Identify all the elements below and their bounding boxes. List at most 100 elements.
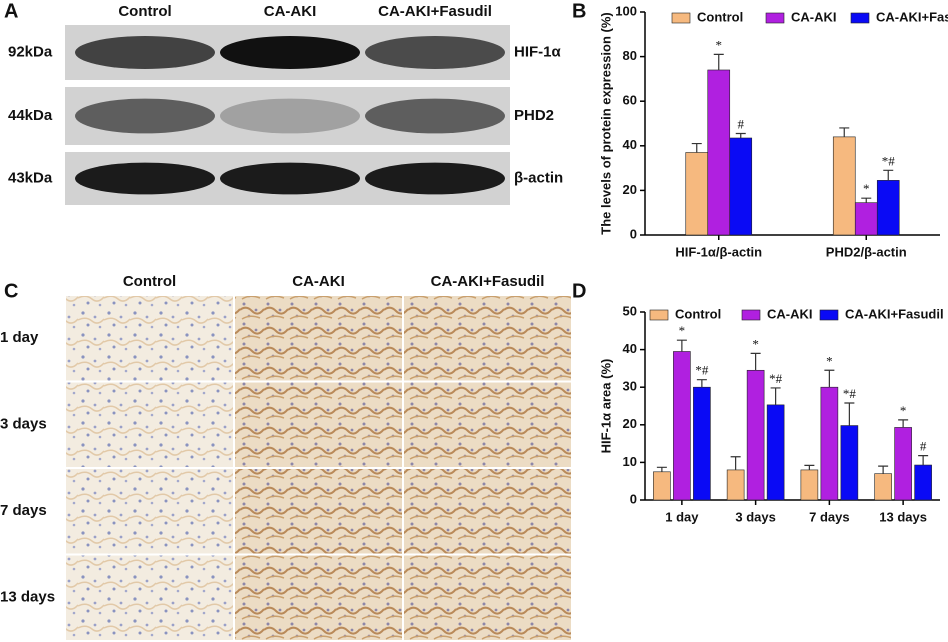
ihc-texture: [66, 469, 233, 554]
panel-label: B: [572, 0, 586, 22]
error-bar: [878, 465, 889, 474]
error-bar: [750, 352, 761, 371]
y-tick-label: 30: [623, 379, 637, 394]
legend-swatch: [649, 309, 669, 321]
x-tick-label: HIF-1α/β-actin: [675, 244, 762, 259]
blot-band: [220, 162, 360, 195]
ihc-texture: [235, 296, 402, 381]
bar: [840, 425, 859, 501]
y-tick-label: 20: [623, 182, 637, 197]
error-bar: [735, 132, 746, 138]
ihc-column-label: CA-AKI: [292, 273, 345, 290]
significance-label: *: [826, 353, 833, 368]
bar: [832, 136, 856, 236]
y-tick-label: 0: [630, 491, 637, 506]
blot-size-label: 44kDa: [8, 107, 53, 124]
y-axis-label: The levels of protein expression (%): [598, 12, 613, 235]
legend-label: CA-AKI: [791, 9, 837, 24]
y-axis-label: HIF-1α area (%): [598, 359, 613, 454]
legend-swatch: [671, 12, 691, 24]
significance-label: *#: [769, 371, 783, 386]
blot-protein-label: PHD2: [514, 107, 554, 124]
error-bar: [770, 387, 781, 405]
significance-label: #: [920, 439, 927, 454]
y-tick-label: 0: [630, 226, 637, 241]
blot-size-label: 43kDa: [8, 169, 53, 186]
blot-band: [75, 98, 215, 134]
bar: [766, 404, 785, 501]
bar: [854, 202, 878, 236]
y-tick-label: 60: [623, 93, 637, 108]
bar: [685, 152, 709, 236]
bar: [874, 473, 892, 501]
ihc-column-label: CA-AKI+Fasudil: [431, 273, 545, 290]
bar: [746, 369, 765, 501]
significance-label: *: [752, 336, 759, 351]
error-bar: [676, 339, 687, 352]
blot-band: [220, 36, 360, 69]
ihc-texture: [404, 382, 571, 467]
y-tick-label: 100: [615, 3, 637, 18]
ihc-texture: [66, 382, 233, 467]
ihc-texture: [235, 555, 402, 640]
panel-label: A: [4, 0, 18, 22]
legend-label: Control: [675, 306, 721, 321]
bar: [820, 386, 839, 501]
error-bar: [861, 197, 872, 203]
blot-band: [75, 36, 215, 69]
significance-label: *: [863, 181, 870, 196]
error-bar: [713, 53, 724, 70]
legend-label: CA-AKI+Fasudil: [876, 9, 948, 24]
error-bar: [918, 455, 929, 466]
bar: [876, 180, 900, 236]
bar: [914, 464, 932, 501]
blot-band: [365, 36, 505, 69]
error-bar: [883, 169, 894, 181]
error-bar: [730, 456, 741, 470]
legend-swatch: [850, 12, 870, 24]
ihc-texture: [66, 555, 233, 640]
error-bar: [696, 379, 707, 388]
significance-label: *#: [882, 153, 896, 168]
blot-band: [220, 98, 360, 134]
bar: [726, 469, 745, 501]
error-bar: [839, 127, 850, 137]
bar: [653, 471, 671, 501]
error-bar: [656, 466, 667, 472]
ihc-texture: [66, 296, 233, 381]
legend-label: CA-AKI+Fasudil: [845, 306, 944, 321]
blot-band: [75, 162, 215, 195]
significance-label: *#: [695, 363, 709, 378]
x-tick-label: 3 days: [735, 509, 775, 524]
panel-label: C: [4, 280, 18, 302]
ihc-texture: [404, 296, 571, 381]
ihc-row-label: 3 days: [0, 416, 47, 433]
ihc-texture: [404, 555, 571, 640]
blot-band: [365, 98, 505, 134]
ihc-column-label: Control: [123, 273, 176, 290]
blot-protein-label: β-actin: [514, 169, 563, 186]
blot-column-label: CA-AKI: [264, 3, 317, 20]
x-tick-label: 13 days: [879, 509, 927, 524]
significance-label: *#: [843, 386, 857, 401]
error-bar: [804, 464, 815, 470]
significance-label: *: [679, 323, 686, 338]
ihc-texture: [404, 469, 571, 554]
y-tick-label: 50: [623, 303, 637, 318]
bar: [729, 137, 753, 236]
x-tick-label: 7 days: [809, 509, 849, 524]
error-bar: [824, 369, 835, 388]
y-tick-label: 40: [623, 341, 637, 356]
ihc-row-label: 13 days: [0, 589, 55, 606]
bar: [673, 351, 691, 501]
significance-label: #: [738, 117, 745, 132]
legend-swatch: [819, 309, 839, 321]
y-tick-label: 10: [623, 454, 637, 469]
legend-swatch: [741, 309, 761, 321]
bar: [707, 69, 731, 236]
y-tick-label: 20: [623, 416, 637, 431]
ihc-row-label: 1 day: [0, 329, 39, 346]
bar: [693, 386, 711, 501]
blot-band: [365, 162, 505, 195]
significance-label: *: [716, 37, 723, 52]
